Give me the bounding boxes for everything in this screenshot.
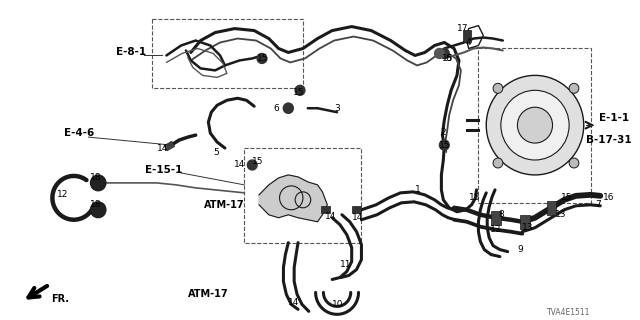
Text: 1: 1 — [415, 185, 421, 194]
Text: 15: 15 — [252, 157, 264, 166]
Text: 15: 15 — [293, 88, 305, 97]
Text: E-15-1: E-15-1 — [145, 165, 182, 175]
Circle shape — [486, 76, 584, 175]
Text: 2: 2 — [440, 128, 446, 137]
Text: 11: 11 — [340, 260, 351, 269]
Bar — [244, 148, 362, 243]
Circle shape — [257, 53, 267, 63]
Bar — [321, 206, 330, 213]
Text: FR.: FR. — [51, 294, 69, 304]
Circle shape — [440, 140, 449, 150]
Circle shape — [501, 90, 569, 160]
Text: B-17-31: B-17-31 — [586, 135, 631, 145]
Bar — [352, 206, 361, 213]
Text: 8: 8 — [498, 210, 504, 219]
Bar — [491, 211, 501, 225]
Text: 13: 13 — [522, 223, 534, 232]
Circle shape — [248, 160, 257, 170]
Text: 15: 15 — [468, 193, 480, 202]
Text: 15: 15 — [442, 54, 454, 63]
Bar — [520, 215, 530, 229]
Text: 18: 18 — [90, 173, 102, 182]
Text: 13: 13 — [554, 210, 566, 219]
Circle shape — [517, 107, 552, 143]
Text: 9: 9 — [517, 245, 523, 254]
Text: E-4-6: E-4-6 — [64, 128, 94, 138]
Circle shape — [493, 83, 503, 93]
Text: 7: 7 — [595, 200, 601, 209]
Text: 14: 14 — [234, 160, 245, 170]
Text: ATM-17: ATM-17 — [188, 289, 228, 300]
Bar — [152, 19, 303, 88]
Circle shape — [435, 49, 444, 59]
Circle shape — [284, 103, 293, 113]
Circle shape — [493, 158, 503, 168]
Circle shape — [440, 49, 449, 59]
Text: E-1-1: E-1-1 — [599, 113, 630, 123]
Text: 13: 13 — [490, 225, 502, 234]
Circle shape — [569, 83, 579, 93]
Bar — [547, 201, 556, 215]
Circle shape — [295, 85, 305, 95]
Circle shape — [569, 158, 579, 168]
Text: 17: 17 — [457, 24, 468, 33]
Text: 10: 10 — [332, 300, 344, 309]
Text: ATM-17: ATM-17 — [204, 200, 244, 210]
Text: 4: 4 — [466, 38, 472, 47]
Text: 3: 3 — [334, 104, 340, 113]
Text: 18: 18 — [90, 200, 102, 209]
Text: 14: 14 — [157, 144, 168, 153]
Text: 6: 6 — [445, 54, 451, 63]
Text: 5: 5 — [213, 148, 219, 156]
Circle shape — [90, 202, 106, 218]
Text: E-8-1: E-8-1 — [116, 47, 146, 58]
Text: 12: 12 — [57, 190, 68, 199]
Text: 15: 15 — [561, 193, 573, 202]
Polygon shape — [259, 175, 327, 222]
Text: 14: 14 — [325, 212, 337, 221]
Text: 15: 15 — [440, 140, 451, 149]
Text: 14: 14 — [352, 213, 363, 222]
Text: TVA4E1511: TVA4E1511 — [547, 308, 590, 317]
Bar — [164, 141, 175, 151]
Circle shape — [284, 103, 293, 113]
Text: 16: 16 — [604, 193, 615, 202]
Bar — [479, 49, 591, 203]
Text: 15: 15 — [257, 54, 269, 63]
Bar — [463, 29, 470, 42]
Text: 6: 6 — [274, 104, 280, 113]
Circle shape — [90, 175, 106, 191]
Text: 14: 14 — [288, 298, 300, 307]
